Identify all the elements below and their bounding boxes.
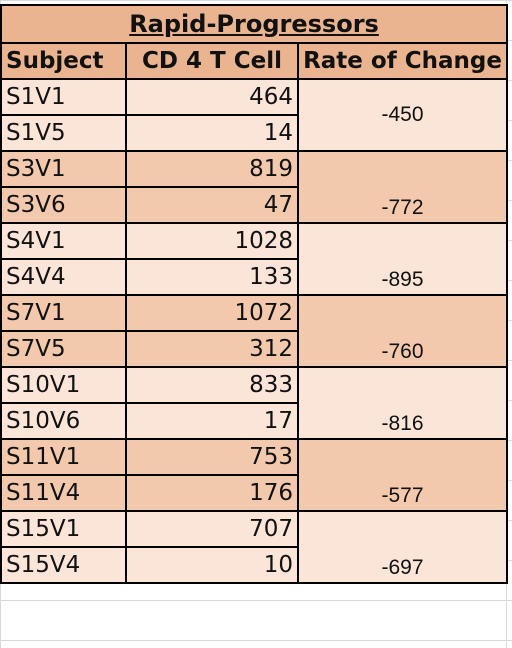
table-row: S4V4 133 <box>0 258 507 296</box>
rate-cell[interactable]: -895 <box>296 222 509 296</box>
table-row: S7V1 1072 -760 <box>0 294 509 368</box>
header-row: Subject CD 4 T Cell Rate of Change <box>0 42 509 80</box>
rate-cell[interactable]: -760 <box>296 294 509 368</box>
table-row: S4V1 1028 -895 <box>0 222 509 296</box>
table-title[interactable]: Rapid-Progressors <box>0 4 509 44</box>
header-subject[interactable]: Subject <box>0 42 127 80</box>
cd4-cell[interactable]: 312 <box>125 330 299 368</box>
rate-cell[interactable]: -450 <box>296 78 509 152</box>
subject-cell[interactable]: S10V1 <box>0 366 127 404</box>
cd4-cell[interactable]: 1072 <box>125 294 299 332</box>
table-row: S15V4 10 <box>0 546 507 584</box>
cd4-cell[interactable]: 819 <box>125 150 299 188</box>
rate-cell[interactable]: -697 <box>296 510 509 584</box>
table-row: S3V1 819 -772 <box>0 150 509 224</box>
cd4-cell[interactable]: 14 <box>125 114 299 152</box>
cd4-cell[interactable]: 47 <box>125 186 299 224</box>
cd4-cell[interactable]: 17 <box>125 402 299 440</box>
cd4-cell[interactable]: 133 <box>125 258 299 296</box>
cd4-cell[interactable]: 464 <box>125 78 299 116</box>
cd4-cell[interactable]: 753 <box>125 438 299 476</box>
subject-cell[interactable]: S15V1 <box>0 510 127 548</box>
rate-cell[interactable]: -816 <box>296 366 509 440</box>
subject-cell[interactable]: S3V1 <box>0 150 127 188</box>
subject-cell[interactable]: S10V6 <box>0 402 127 440</box>
subject-cell[interactable]: S3V6 <box>0 186 127 224</box>
header-cd4[interactable]: CD 4 T Cell <box>125 42 299 80</box>
subject-cell[interactable]: S4V1 <box>0 222 127 260</box>
cd4-cell[interactable]: 707 <box>125 510 299 548</box>
table-row: S11V1 753 -577 <box>0 438 509 512</box>
subject-cell[interactable]: S4V4 <box>0 258 127 296</box>
cd4-cell[interactable]: 1028 <box>125 222 299 260</box>
header-rate[interactable]: Rate of Change <box>296 42 509 80</box>
table-row: S1V5 14 <box>0 114 507 152</box>
table-row: S11V4 176 <box>0 474 507 512</box>
title-row: Rapid-Progressors <box>0 4 509 44</box>
subject-cell[interactable]: S11V4 <box>0 474 127 512</box>
table-row: S7V5 312 <box>0 330 507 368</box>
subject-cell[interactable]: S7V5 <box>0 330 127 368</box>
rapid-progressors-table: Rapid-Progressors Subject CD 4 T Cell Ra… <box>0 4 509 584</box>
table-row: S1V1 464 -450 <box>0 78 509 152</box>
table-body: S1V1 464 -450 S1V5 14 S3V1 819 -772 S3V6 47 S4V1 10… <box>0 78 509 584</box>
subject-cell[interactable]: S1V5 <box>0 114 127 152</box>
table-row: S10V1 833 -816 <box>0 366 509 440</box>
subject-cell[interactable]: S11V1 <box>0 438 127 476</box>
subject-cell[interactable]: S15V4 <box>0 546 127 584</box>
cd4-cell[interactable]: 833 <box>125 366 299 404</box>
table-row: S10V6 17 <box>0 402 507 440</box>
cd4-cell[interactable]: 10 <box>125 546 299 584</box>
table-row: S3V6 47 <box>0 186 507 224</box>
rate-cell[interactable]: -577 <box>296 438 509 512</box>
rate-cell[interactable]: -772 <box>296 150 509 224</box>
subject-cell[interactable]: S7V1 <box>0 294 127 332</box>
subject-cell[interactable]: S1V1 <box>0 78 127 116</box>
cd4-cell[interactable]: 176 <box>125 474 299 512</box>
table-row: S15V1 707 -697 <box>0 510 509 584</box>
